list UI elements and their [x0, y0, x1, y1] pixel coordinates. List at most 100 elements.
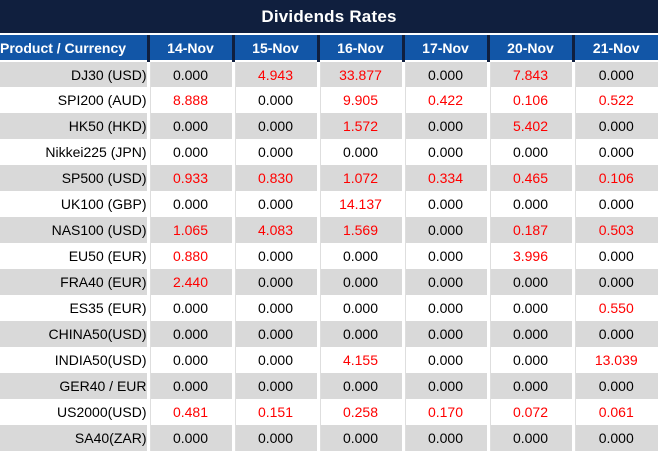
rate-cell: 0.000	[231, 87, 318, 113]
table-row: HK50 (HKD) 0.000 0.000 1.572 0.000 5.402 0.000	[0, 113, 658, 139]
rate-cell: 4.943	[231, 60, 318, 87]
rate-cell: 0.000	[571, 373, 658, 399]
rate-cell: 0.170	[401, 399, 488, 425]
rate-cell: 0.000	[316, 295, 403, 321]
product-cell: FRA40 (EUR)	[0, 269, 148, 295]
table-row: US2000(USD) 0.481 0.151 0.258 0.170 0.072 0.06…	[0, 399, 658, 425]
rate-cell: 0.000	[401, 113, 488, 139]
table-row: SP500 (USD) 0.933 0.830 1.072 0.334 0.465 0.10…	[0, 165, 658, 191]
rate-cell: 0.000	[571, 425, 658, 451]
column-header-date: 17-Nov	[401, 35, 488, 61]
rate-cell: 0.000	[231, 269, 318, 295]
table-row: GER40 / EUR 0.000 0.000 0.000 0.000 0.000 0.00…	[0, 373, 658, 399]
rate-cell: 0.880	[146, 243, 233, 269]
table-row: CHINA50(USD) 0.000 0.000 0.000 0.000 0.000 0.0…	[0, 321, 658, 347]
table-row: ES35 (EUR) 0.000 0.000 0.000 0.000 0.000 0.550	[0, 295, 658, 321]
rate-cell: 1.572	[316, 113, 403, 139]
rate-cell: 0.106	[571, 165, 658, 191]
rate-cell: 0.000	[231, 139, 318, 165]
column-header-date: 20-Nov	[486, 35, 573, 61]
table-row: DJ30 (USD) 0.000 4.943 33.877 0.000 7.843 0.00…	[0, 60, 658, 87]
rate-cell: 0.151	[231, 399, 318, 425]
rate-cell: 13.039	[571, 347, 658, 373]
product-cell: EU50 (EUR)	[0, 243, 148, 269]
column-header-date: 14-Nov	[146, 35, 233, 61]
table-body: DJ30 (USD) 0.000 4.943 33.877 0.000 7.843 0.00…	[0, 60, 658, 451]
rate-cell: 0.000	[146, 139, 233, 165]
rate-cell: 7.843	[486, 60, 573, 87]
dividends-rates-table: Product / Currency 14-Nov 15-Nov 16-Nov 17-…	[0, 35, 658, 451]
rate-cell: 0.000	[571, 269, 658, 295]
rate-cell: 3.996	[486, 243, 573, 269]
product-cell: Nikkei225 (JPN)	[0, 139, 148, 165]
rate-cell: 0.000	[231, 191, 318, 217]
rate-cell: 0.000	[401, 243, 488, 269]
table-header-row: Product / Currency 14-Nov 15-Nov 16-Nov 17-…	[0, 35, 658, 61]
rate-cell: 0.000	[146, 113, 233, 139]
rate-cell: 0.000	[486, 347, 573, 373]
rate-cell: 0.000	[401, 191, 488, 217]
rate-cell: 9.905	[316, 87, 403, 113]
rate-cell: 0.000	[231, 243, 318, 269]
rate-cell: 0.933	[146, 165, 233, 191]
rate-cell: 0.000	[401, 321, 488, 347]
table-row: FRA40 (EUR) 2.440 0.000 0.000 0.000 0.000 0.00…	[0, 269, 658, 295]
product-cell: NAS100 (USD)	[0, 217, 148, 243]
rate-cell: 0.000	[231, 295, 318, 321]
product-cell: ES35 (EUR)	[0, 295, 148, 321]
rate-cell: 0.000	[571, 191, 658, 217]
rate-cell: 14.137	[316, 191, 403, 217]
product-cell: SA40(ZAR)	[0, 425, 148, 451]
rate-cell: 4.155	[316, 347, 403, 373]
rate-cell: 0.000	[401, 217, 488, 243]
product-cell: INDIA50(USD)	[0, 347, 148, 373]
rate-cell: 0.000	[146, 295, 233, 321]
rate-cell: 0.258	[316, 399, 403, 425]
rate-cell: 0.000	[146, 373, 233, 399]
rate-cell: 0.000	[401, 347, 488, 373]
rate-cell: 0.000	[401, 269, 488, 295]
rate-cell: 5.402	[486, 113, 573, 139]
rate-cell: 1.065	[146, 217, 233, 243]
rate-cell: 0.000	[486, 191, 573, 217]
rate-cell: 0.000	[486, 295, 573, 321]
rate-cell: 33.877	[316, 60, 403, 87]
rate-cell: 0.106	[486, 87, 573, 113]
rate-cell: 0.000	[571, 321, 658, 347]
rate-cell: 0.000	[231, 347, 318, 373]
rate-cell: 8.888	[146, 87, 233, 113]
rate-cell: 0.072	[486, 399, 573, 425]
rate-cell: 0.000	[231, 425, 318, 451]
rate-cell: 0.503	[571, 217, 658, 243]
column-header-date: 21-Nov	[571, 35, 658, 61]
rate-cell: 0.000	[401, 295, 488, 321]
rate-cell: 0.334	[401, 165, 488, 191]
rate-cell: 0.000	[146, 425, 233, 451]
rate-cell: 0.000	[486, 373, 573, 399]
rate-cell: 0.000	[486, 269, 573, 295]
rate-cell: 0.000	[571, 60, 658, 87]
rate-cell: 0.465	[486, 165, 573, 191]
table-row: INDIA50(USD) 0.000 0.000 4.155 0.000 0.000 13.…	[0, 347, 658, 373]
rate-cell: 0.000	[231, 113, 318, 139]
rate-cell: 0.550	[571, 295, 658, 321]
product-cell: GER40 / EUR	[0, 373, 148, 399]
column-header-product-currency: Product / Currency	[0, 35, 148, 61]
rate-cell: 0.187	[486, 217, 573, 243]
rate-cell: 0.000	[401, 60, 488, 87]
rate-cell: 0.000	[146, 347, 233, 373]
rate-cell: 1.569	[316, 217, 403, 243]
product-cell: HK50 (HKD)	[0, 113, 148, 139]
product-cell: SP500 (USD)	[0, 165, 148, 191]
table-row: UK100 (GBP) 0.000 0.000 14.137 0.000 0.000 0.0…	[0, 191, 658, 217]
rate-cell: 0.000	[146, 60, 233, 87]
rate-cell: 0.000	[316, 139, 403, 165]
rate-cell: 0.830	[231, 165, 318, 191]
rate-cell: 0.422	[401, 87, 488, 113]
column-header-date: 15-Nov	[231, 35, 318, 61]
rate-cell: 0.000	[316, 373, 403, 399]
rate-cell: 0.000	[571, 243, 658, 269]
table-row: NAS100 (USD) 1.065 4.083 1.569 0.000 0.187 0.5…	[0, 217, 658, 243]
rate-cell: 0.000	[401, 139, 488, 165]
rate-cell: 4.083	[231, 217, 318, 243]
